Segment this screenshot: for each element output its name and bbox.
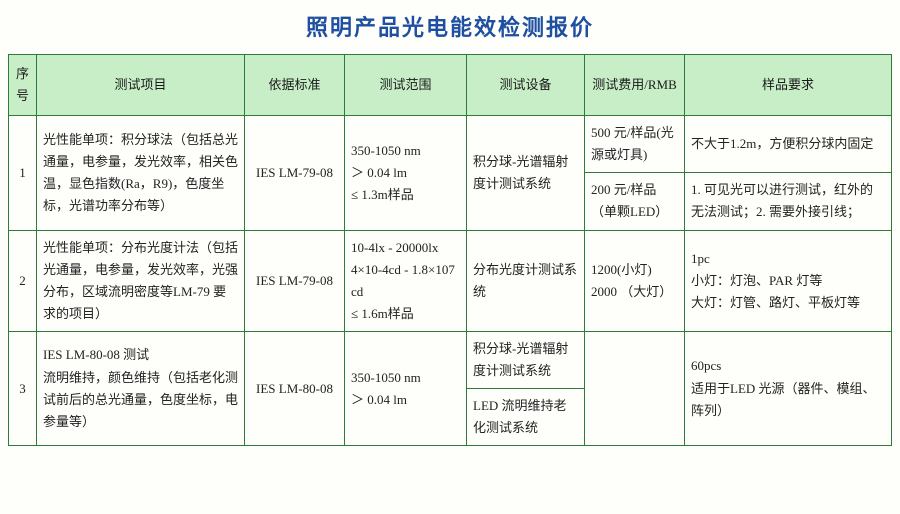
cell-std: IES LM-79-08 (245, 230, 345, 331)
cell-fee (585, 331, 685, 445)
header-std: 依据标准 (245, 55, 345, 116)
cell-equip: 积分球-光谱辐射度计测试系统 (467, 331, 585, 388)
page-title: 照明产品光电能效检测报价 (0, 0, 900, 54)
cell-sample: 1pc小灯：灯泡、PAR 灯等大灯：灯管、路灯、平板灯等 (685, 230, 892, 331)
quote-table: 序号 测试项目 依据标准 测试范围 测试设备 测试费用/RMB 样品要求 1 光… (8, 54, 892, 446)
cell-sample: 1. 可见光可以进行测试，红外的无法测试；2. 需要外接引线； (685, 173, 892, 230)
cell-range: 10-4lx - 20000lx4×10-4cd - 1.8×107cd≤ 1.… (345, 230, 467, 331)
cell-seq: 2 (9, 230, 37, 331)
cell-std: IES LM-79-08 (245, 116, 345, 230)
cell-item: 光性能单项：分布光度计法（包括光通量，电参量，发光效率，光强分布，区域流明密度等… (37, 230, 245, 331)
header-range: 测试范围 (345, 55, 467, 116)
cell-seq: 3 (9, 331, 37, 445)
header-equip: 测试设备 (467, 55, 585, 116)
header-item: 测试项目 (37, 55, 245, 116)
cell-range: 350-1050 nm＞ 0.04 lm (345, 331, 467, 445)
cell-fee: 1200(小灯)2000 （大灯） (585, 230, 685, 331)
cell-seq: 1 (9, 116, 37, 230)
cell-sample: 不大于1.2m，方便积分球内固定 (685, 116, 892, 173)
header-seq: 序号 (9, 55, 37, 116)
table-header-row: 序号 测试项目 依据标准 测试范围 测试设备 测试费用/RMB 样品要求 (9, 55, 892, 116)
table-row: 2 光性能单项：分布光度计法（包括光通量，电参量，发光效率，光强分布，区域流明密… (9, 230, 892, 331)
header-fee: 测试费用/RMB (585, 55, 685, 116)
cell-fee: 200 元/样品（单颗LED） (585, 173, 685, 230)
cell-sample: 60pcs适用于LED 光源（器件、模组、阵列） (685, 331, 892, 445)
cell-fee: 500 元/样品(光源或灯具) (585, 116, 685, 173)
cell-equip: 积分球-光谱辐射度计测试系统 (467, 116, 585, 230)
header-sample: 样品要求 (685, 55, 892, 116)
cell-item: IES LM-80-08 测试流明维持，颜色维持（包括老化测试前后的总光通量，色… (37, 331, 245, 445)
table-row: 1 光性能单项：积分球法（包括总光通量，电参量，发光效率，相关色温，显色指数(R… (9, 116, 892, 173)
cell-range: 350-1050 nm＞ 0.04 lm≤ 1.3m样品 (345, 116, 467, 230)
cell-equip: LED 流明维持老化测试系统 (467, 389, 585, 446)
cell-std: IES LM-80-08 (245, 331, 345, 445)
cell-equip: 分布光度计测试系统 (467, 230, 585, 331)
table-row: 3 IES LM-80-08 测试流明维持，颜色维持（包括老化测试前后的总光通量… (9, 331, 892, 388)
cell-item: 光性能单项：积分球法（包括总光通量，电参量，发光效率，相关色温，显色指数(Ra，… (37, 116, 245, 230)
